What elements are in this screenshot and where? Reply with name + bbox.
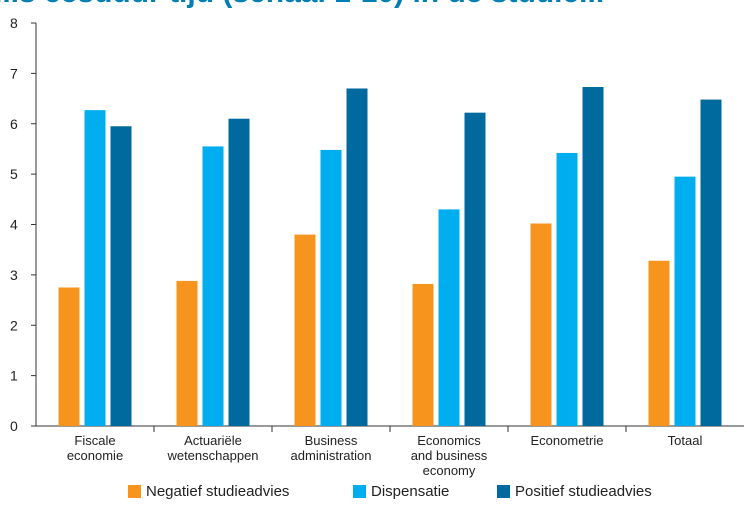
- bar-dispensatie: [320, 149, 342, 426]
- bar-negatief-studieadvies: [530, 223, 552, 426]
- x-tick-label: Business administration: [291, 433, 372, 463]
- legend-label: Positief studieadvies: [515, 483, 652, 500]
- y-tick-label: 4: [10, 217, 18, 233]
- legend-label: Negatief studieadvies: [146, 483, 289, 500]
- bar-positief-studieadvies: [228, 118, 250, 427]
- bar-positief-studieadvies: [110, 126, 132, 427]
- y-axis-ticks: 0 1 2 3 4 5 6 7 8: [10, 15, 36, 434]
- legend-label: Dispensatie: [371, 483, 449, 500]
- bar-dispensatie: [84, 110, 106, 427]
- x-axis-ticks: Fiscale economie Actuariële wetenschappen Bu…: [67, 426, 703, 478]
- y-tick-label: 5: [10, 166, 18, 182]
- bar-dispensatie: [556, 152, 578, 426]
- bar-negatief-studieadvies: [648, 260, 670, 426]
- x-tick-label: Fiscale economie: [67, 433, 123, 463]
- chart-axes: [35, 23, 744, 427]
- bar-negatief-studieadvies: [176, 280, 198, 426]
- bar-negatief-studieadvies: [58, 287, 80, 426]
- bar-negatief-studieadvies: [412, 283, 434, 426]
- y-tick-label: 1: [10, 368, 18, 384]
- legend-swatch: [497, 485, 510, 498]
- bar-dispensatie: [202, 146, 224, 426]
- y-tick-label: 2: [10, 317, 18, 333]
- legend-swatch: [353, 485, 366, 498]
- bar-positief-studieadvies: [582, 86, 604, 426]
- x-tick-label: Totaal: [668, 433, 703, 448]
- bar-positief-studieadvies: [346, 88, 368, 427]
- y-tick-label: 3: [10, 267, 18, 283]
- legend-swatch: [128, 485, 141, 498]
- bar-positief-studieadvies: [700, 99, 722, 426]
- x-tick-label: Actuariële wetenschappen: [166, 433, 258, 463]
- bar-dispensatie: [674, 176, 696, 426]
- y-tick-label: 6: [10, 116, 18, 132]
- chart-bars: [58, 86, 722, 427]
- chart-legend: Negatief studieadvies Dispensatie Positief…: [128, 483, 652, 500]
- y-tick-label: 8: [10, 15, 18, 31]
- bar-dispensatie: [438, 209, 460, 426]
- x-tick-label: Economics and business economy: [411, 433, 488, 478]
- bar-negatief-studieadvies: [294, 234, 316, 426]
- chart-title: ...s cesduur tijd (schaal 1-10) in de st…: [0, 0, 604, 9]
- y-tick-label: 7: [10, 65, 18, 81]
- x-tick-label: Econometrie: [531, 433, 604, 448]
- y-tick-label: 0: [10, 418, 18, 434]
- bar-positief-studieadvies: [464, 112, 486, 426]
